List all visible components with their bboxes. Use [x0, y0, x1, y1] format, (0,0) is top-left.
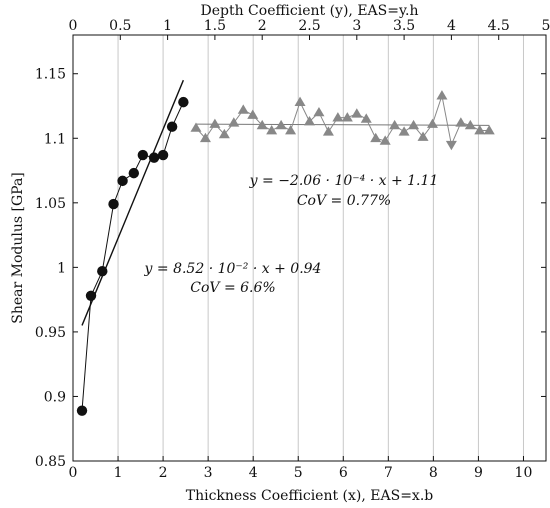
data-point-circle: [117, 175, 128, 187]
y-tick-label: 0.95: [35, 325, 66, 341]
data-point-triangle: [304, 115, 315, 126]
data-point-triangle: [275, 119, 287, 130]
data-point-triangle: [417, 131, 429, 141]
data-point-triangle: [398, 126, 410, 136]
data-point-triangle: [426, 118, 438, 128]
data-point-circle: [128, 167, 140, 179]
fit-equation-circles: y = 8.52 · 10⁻² · x + 0.94: [144, 261, 322, 277]
data-point-circle: [97, 266, 108, 277]
data-point-triangle: [445, 140, 457, 151]
fit-equation-triangles: y = −2.06 · 10⁻⁴ · x + 1.11: [249, 173, 439, 189]
x-tick-label-top: 3.5: [393, 18, 415, 34]
data-point-circle: [85, 290, 97, 301]
data-point-triangle: [351, 108, 363, 118]
x-tick-label-top: 1.5: [204, 18, 226, 34]
data-point-triangle: [190, 122, 202, 132]
data-point-triangle: [237, 104, 249, 114]
data-point-triangle: [294, 96, 306, 106]
x-tick-label-bottom: 8: [429, 465, 438, 481]
x-tick-label-bottom: 3: [204, 465, 213, 481]
fit-cov-triangles: CoV = 0.77%: [297, 193, 391, 209]
x-tick-label-bottom: 4: [249, 465, 258, 481]
x-tick-label-top: 0: [69, 18, 78, 34]
x-tick-label-bottom: 0: [69, 465, 78, 481]
x-tick-label-top: 4: [447, 18, 456, 34]
x-tick-label-bottom: 6: [339, 465, 348, 481]
data-point-triangle: [483, 125, 495, 135]
y-tick-label: 1.1: [44, 131, 66, 147]
data-point-circle: [108, 198, 119, 210]
y-axis-label: Shear Modulus [GPa]: [10, 172, 26, 324]
data-point-circle: [178, 96, 189, 108]
plot-frame: [72, 34, 547, 462]
data-point-circle: [157, 149, 169, 161]
data-point-triangle: [209, 118, 221, 128]
x-tick-label-top: 2: [258, 18, 267, 34]
data-point-triangle: [341, 112, 353, 122]
series-line-circle: [81, 101, 184, 411]
x-tick-label-bottom: 10: [515, 465, 533, 481]
data-point-triangle: [313, 106, 325, 117]
y-tick-label: 1.05: [35, 196, 66, 212]
data-point-triangle: [332, 112, 344, 122]
x-tick-label-top: 3: [352, 18, 361, 34]
tick-marks: [72, 35, 547, 462]
data-point-circle: [148, 152, 160, 163]
data-point-circle: [166, 121, 178, 132]
data-point-triangle: [389, 119, 401, 130]
x-tick-label-bottom: 5: [294, 465, 303, 481]
y-tick-label: 0.85: [35, 454, 66, 470]
data-point-triangle: [218, 128, 230, 139]
y-tick-label: 0.9: [44, 389, 66, 405]
y-tick-label: 1: [57, 260, 66, 276]
series-markers: [76, 90, 495, 416]
x-tick-label-bottom: 2: [159, 465, 168, 481]
x-tick-label-top: 1: [163, 18, 172, 34]
y-tick-label: 1.15: [35, 67, 66, 83]
x-tick-label-bottom: 9: [474, 465, 483, 481]
data-point-triangle: [285, 125, 297, 135]
fit-line-circle: [81, 79, 185, 326]
grid-lines: [117, 35, 524, 461]
x-axis-label-bottom: Thickness Coefficient (x), EAS=x.b: [186, 488, 434, 504]
data-point-triangle: [436, 90, 448, 100]
series-lines: [81, 93, 490, 411]
data-point-triangle: [256, 119, 268, 130]
data-point-triangle: [266, 125, 278, 135]
x-tick-label-top: 2.5: [298, 18, 320, 34]
data-point-circle: [137, 149, 149, 161]
data-point-triangle: [360, 113, 372, 123]
x-tick-label-top: 4.5: [488, 18, 510, 34]
x-tick-label-top: 0.5: [109, 18, 131, 34]
x-tick-label-bottom: 7: [384, 465, 393, 481]
fit-lines: [81, 79, 490, 326]
data-point-circle: [76, 405, 88, 416]
data-point-triangle: [464, 119, 476, 130]
fit-line-triangle: [195, 123, 490, 126]
fit-cov-circles: CoV = 6.6%: [190, 280, 275, 296]
data-point-triangle: [199, 132, 211, 143]
data-point-triangle: [474, 125, 486, 135]
data-point-triangle: [455, 117, 467, 127]
data-point-triangle: [408, 119, 420, 130]
data-point-triangle: [322, 126, 334, 136]
data-point-triangle: [370, 132, 382, 143]
x-tick-label-bottom: 1: [114, 465, 123, 481]
data-point-triangle: [247, 109, 259, 119]
data-point-triangle: [379, 135, 391, 145]
x-tick-label-top: 5: [542, 18, 550, 34]
data-point-triangle: [228, 117, 240, 127]
x-axis-label-top: Depth Coefficient (y), EAS=y.h: [200, 3, 418, 19]
tick-labels: 0 1 2 3 4 5 6 7 8 9 10 0 0.5 1 1.5 2 2.5 3 3.5 4 4.5 5 0.85 0.9…: [35, 18, 550, 481]
